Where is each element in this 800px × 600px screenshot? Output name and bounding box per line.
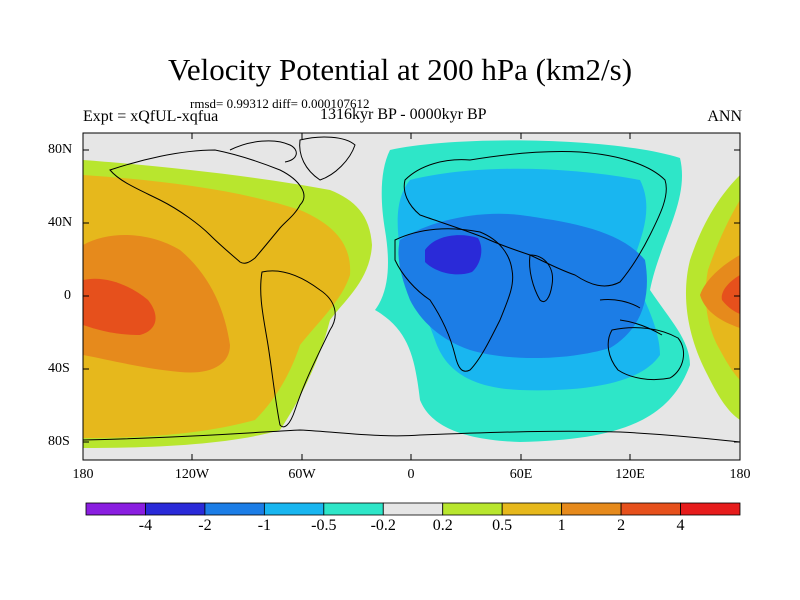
lon-label-60w: 60W xyxy=(288,467,316,482)
lon-label-60e: 60E xyxy=(509,467,533,482)
colorbar-swatch-2 xyxy=(204,502,265,516)
colorbar-swatch-0 xyxy=(85,502,146,516)
pacific-max xyxy=(83,278,156,335)
map-title: Velocity Potential at 200 hPa (km2/s) xyxy=(167,52,633,87)
experiment-label: Expt = xQfUL-xqfua xyxy=(83,108,219,125)
lon-label-120w: 120W xyxy=(174,467,210,482)
colorbar-label-6: 0.5 xyxy=(492,517,513,534)
colorbar-swatch-1 xyxy=(145,502,206,516)
lat-label-0: 0 xyxy=(64,288,71,303)
colorbar-label-7: 1 xyxy=(557,517,566,534)
colorbar-swatch-3 xyxy=(263,502,325,516)
pacific-strong xyxy=(83,234,230,373)
lat-label-80s: 80S xyxy=(48,434,70,449)
axis-ticks xyxy=(83,133,740,460)
colorbar-label-3: -0.5 xyxy=(311,517,337,534)
colorbar-swatch-9 xyxy=(620,502,681,516)
colorbar-label-0: -4 xyxy=(138,517,153,534)
lat-label-40s: 40S xyxy=(48,361,70,376)
colorbar-label-5: 0.2 xyxy=(432,517,453,534)
period-label: 1316kyr BP - 0000kyr BP xyxy=(320,106,487,123)
lon-label-120e: 120E xyxy=(615,467,645,482)
colorbar-label-4: -0.2 xyxy=(370,517,396,534)
lon-label-0: 0 xyxy=(407,467,415,482)
lon-label-180e: 180 xyxy=(729,467,751,482)
colorbar-label-2: -1 xyxy=(257,517,272,534)
colorbar-swatch-4 xyxy=(323,502,384,516)
lat-label-40n: 40N xyxy=(48,215,73,230)
colorbar-label-1: -2 xyxy=(198,517,212,534)
colorbar-label-8: 2 xyxy=(617,517,626,534)
coastlines xyxy=(83,136,740,443)
colorbar-swatch-10 xyxy=(680,502,741,516)
lat-label-80n: 80N xyxy=(48,142,73,157)
sahara-min xyxy=(425,235,482,275)
stats-text: rmsd= 0.99312 diff= 0.000107612 xyxy=(190,96,370,111)
west-pacific-core xyxy=(721,275,740,314)
colorbar-swatch-8 xyxy=(561,502,622,516)
colorbar-label-9: 4 xyxy=(676,517,685,534)
west-pacific-max xyxy=(700,255,740,328)
colorbar-swatch-5 xyxy=(382,502,444,516)
colorbar-swatch-6 xyxy=(442,502,503,516)
contour-fields xyxy=(83,140,740,448)
colorbar-swatch-7 xyxy=(501,502,563,516)
lon-label-180w: 180 xyxy=(72,467,94,482)
season-label: ANN xyxy=(707,108,742,125)
colorbar xyxy=(85,502,741,516)
